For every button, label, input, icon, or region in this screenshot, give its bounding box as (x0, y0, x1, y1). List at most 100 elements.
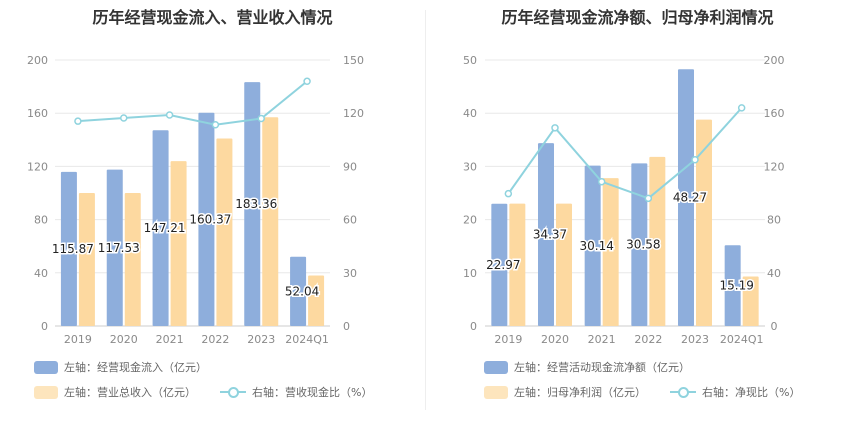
bar-net-profit (742, 276, 759, 326)
chart-title: 历年经营现金流入、营业收入情况 (92, 8, 333, 27)
chart-title: 历年经营现金流净额、归母净利润情况 (501, 8, 774, 27)
bar-net-profit (509, 203, 526, 326)
x-tick-label: 2019 (494, 333, 522, 346)
legend-line-marker-icon (670, 385, 696, 399)
line-point (74, 117, 82, 125)
x-tick-label: 2024Q1 (285, 333, 329, 346)
series-line-ratio (77, 80, 308, 126)
y-right-tick-label: 120 (764, 160, 785, 173)
legend-swatch-blue (34, 360, 58, 374)
y-left-tick-label: 40 (463, 107, 477, 120)
y-right-tick-label: 30 (343, 267, 357, 280)
y-left-tick-label: 0 (41, 320, 48, 333)
data-label: 183.36 (235, 197, 277, 211)
line-point (257, 114, 265, 123)
line-point (120, 114, 128, 122)
legend-label: 左轴：经营现金流入（亿元） (64, 361, 207, 374)
bar-revenue (262, 117, 279, 326)
x-tick-label: 2021 (588, 333, 616, 346)
legend-swatch-orange (484, 385, 508, 399)
bar-revenue (124, 193, 141, 326)
data-label: 22.97 (486, 258, 520, 272)
bar-net-cash-flow (724, 245, 741, 326)
legend-item-cash-ratio[interactable]: 右轴：营收现金比（%） (220, 384, 372, 400)
bar-net-cash-flow (584, 165, 601, 326)
line-point (551, 124, 559, 132)
bar-net-profit (556, 203, 572, 326)
line-point (165, 111, 174, 119)
data-label: 34.37 (533, 228, 567, 242)
y-left-tick-label: 0 (470, 320, 477, 333)
data-label: 48.27 (673, 191, 707, 205)
bar-net-cash-flow (678, 69, 694, 326)
line-point (691, 156, 699, 164)
bar-revenue (170, 161, 187, 326)
legend-item-cash-inflow[interactable]: 左轴：经营现金流入（亿元） (34, 359, 207, 375)
line-point (597, 177, 606, 186)
legend-line-marker-icon (220, 385, 246, 399)
x-tick-label: 2023 (681, 333, 709, 346)
x-tick-label: 2022 (201, 333, 229, 346)
bar-cash-inflow (290, 256, 307, 326)
legend-swatch-orange (34, 385, 58, 399)
legend-item-net-cash-ratio[interactable]: 右轴：净现比（%） (670, 384, 800, 400)
x-tick-label: 2019 (64, 333, 92, 346)
x-tick-label: 2020 (110, 333, 138, 346)
panel-divider (425, 10, 426, 410)
y-right-tick-label: 160 (764, 107, 785, 120)
bar-net-cash-flow (631, 163, 648, 326)
y-right-tick-label: 200 (764, 54, 785, 67)
legend-label: 左轴：归母净利润（亿元） (514, 386, 646, 399)
y-left-tick-label: 120 (27, 160, 48, 173)
y-right-tick-label: 120 (343, 107, 364, 120)
bar-cash-inflow (198, 112, 215, 326)
legend-label: 右轴：净现比（%） (702, 386, 801, 399)
line-point (644, 194, 653, 203)
data-label: 117.53 (98, 241, 140, 255)
bar-revenue (78, 193, 95, 326)
y-right-tick-label: 0 (343, 320, 350, 333)
legend-label: 左轴：经营活动现金流净额（亿元） (514, 361, 690, 374)
y-left-tick-label: 160 (27, 107, 48, 120)
y-left-tick-label: 10 (463, 267, 477, 280)
cash-inflow-revenue-chart: 0 40 80 120 160 200 0 30 60 90 120 150 2019 2020 2021 2… (27, 54, 364, 346)
y-right-tick-label: 150 (343, 54, 364, 67)
y-right-tick-label: 60 (343, 214, 357, 227)
right-chart-panel: 历年经营现金流净额、归母净利润情况 0 10 20 30 40 50 0 40 80 120 160… (425, 0, 850, 437)
x-tick-label: 2020 (541, 333, 569, 346)
bar-cash-inflow (244, 82, 261, 327)
data-label: 30.14 (579, 239, 613, 253)
line-point (504, 189, 513, 198)
bar-revenue (216, 138, 233, 326)
left-chart-panel: 历年经营现金流入、营业收入情况 0 40 80 120 160 200 0 30 60 90 120… (27, 8, 372, 400)
x-tick-label: 2024Q1 (720, 333, 764, 346)
line-point (303, 77, 311, 86)
legend-item-net-profit[interactable]: 左轴：归母净利润（亿元） (484, 384, 646, 400)
y-right-tick-label: 0 (771, 320, 778, 333)
bar-cash-inflow (60, 171, 77, 326)
legend-item-net-cash-flow[interactable]: 左轴：经营活动现金流净额（亿元） (484, 359, 690, 375)
x-tick-label: 2023 (247, 333, 275, 346)
legend-label: 右轴：营收现金比（%） (252, 386, 373, 399)
data-label: 30.58 (626, 238, 660, 252)
y-left-tick-label: 80 (34, 214, 48, 227)
bar-net-profit (649, 156, 666, 326)
y-left-tick-label: 50 (463, 54, 477, 67)
y-right-tick-label: 80 (767, 214, 781, 227)
bar-revenue (308, 275, 325, 326)
data-label: 147.21 (144, 221, 186, 235)
y-left-tick-label: 30 (463, 160, 477, 173)
bar-net-cash-flow (491, 203, 508, 326)
net-cash-profit-chart: 0 10 20 30 40 50 0 40 80 120 160 200 2019 2020 2021 202… (463, 54, 785, 346)
y-left-tick-label: 40 (34, 267, 48, 280)
bar-cash-inflow (152, 130, 169, 326)
data-label: 115.87 (52, 242, 94, 256)
bar-net-profit (696, 119, 712, 326)
bar-net-cash-flow (538, 143, 554, 326)
y-left-tick-label: 20 (463, 214, 477, 227)
bar-net-profit (602, 178, 619, 326)
x-tick-label: 2022 (634, 333, 662, 346)
bar-cash-inflow (106, 169, 123, 326)
legend-item-revenue[interactable]: 左轴：营业总收入（亿元） (34, 384, 196, 400)
x-tick-label: 2021 (156, 333, 184, 346)
